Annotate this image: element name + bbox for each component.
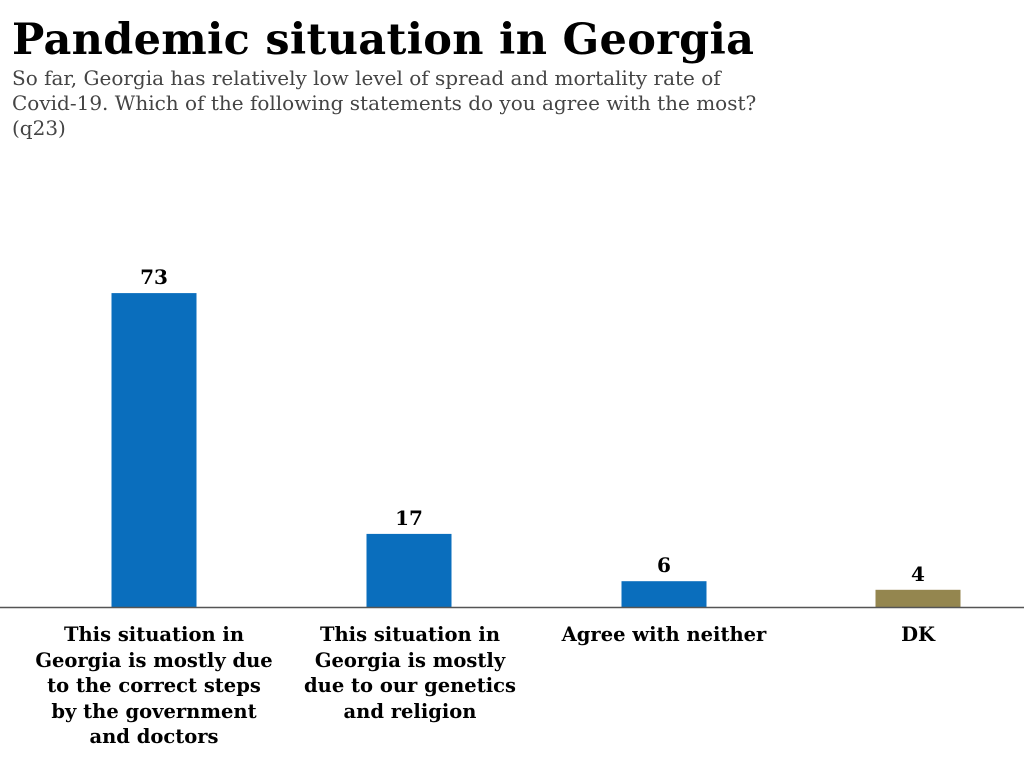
bar-dk — [875, 589, 961, 607]
category-label-genetics-religion: This situation in Georgia is mostly due … — [304, 623, 516, 723]
category-label-correct-steps: This situation in Georgia is mostly due … — [35, 623, 273, 748]
value-label-genetics-religion: 17 — [395, 506, 423, 530]
chart-title: Pandemic situation in Georgia — [12, 15, 755, 65]
value-label-agree-neither: 6 — [657, 553, 671, 577]
subtitle-line: So far, Georgia has relatively low level… — [12, 66, 721, 90]
value-label-dk: 4 — [911, 562, 925, 586]
category-label-dk: DK — [901, 623, 935, 646]
chart-subtitle: So far, Georgia has relatively low level… — [12, 66, 832, 141]
subtitle-line: (q23) — [12, 116, 66, 140]
subtitle-line: Covid-19. Which of the following stateme… — [12, 91, 757, 115]
bars-group — [111, 293, 961, 607]
bar-genetics-religion — [366, 533, 452, 607]
bar-agree-neither — [621, 581, 707, 607]
value-labels-group: 73 17 6 4 — [140, 265, 925, 586]
bar-correct-steps — [111, 293, 197, 607]
category-label-agree-neither: Agree with neither — [561, 623, 767, 646]
value-label-correct-steps: 73 — [140, 265, 168, 289]
